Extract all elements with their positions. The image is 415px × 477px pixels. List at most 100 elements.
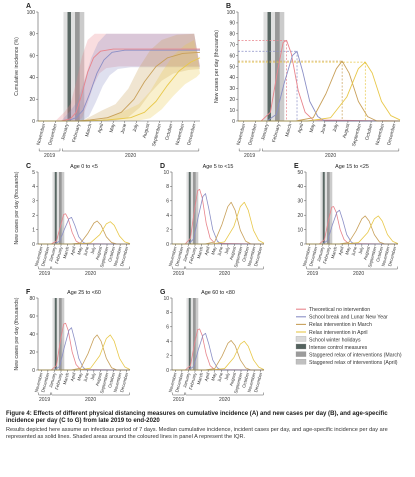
school-holidays-band	[186, 172, 196, 244]
x-tick-label: June	[120, 123, 129, 135]
x-tick-label: December	[174, 245, 184, 266]
y-tick-label: 4	[32, 184, 35, 190]
x-tick-label: July	[223, 371, 230, 381]
panel-title: Age 60 to <80	[201, 290, 235, 296]
x-tick-label: December	[174, 371, 184, 392]
series-line-relax_april	[172, 201, 265, 245]
legend-label: Relax intervention in March	[309, 322, 372, 328]
x-tick-label: August	[95, 371, 104, 386]
y-tick-label: 10	[229, 108, 235, 114]
x-tick-label: May	[76, 245, 83, 255]
year-label: 2020	[219, 271, 230, 277]
intense-control-band	[188, 298, 191, 370]
x-tick-label: May	[309, 122, 317, 133]
panel-letter: C	[26, 163, 31, 170]
x-tick-label: December	[308, 245, 318, 266]
x-tick-label: November	[247, 371, 257, 392]
staggered-march-band	[59, 172, 62, 244]
year-bracket	[306, 266, 319, 270]
x-tick-label: July	[332, 122, 340, 132]
series-line-theoretical	[38, 213, 131, 245]
x-tick-label: December	[247, 123, 259, 146]
series-line-theoretical	[306, 206, 399, 245]
y-tick-label: 60	[229, 53, 235, 59]
intense-control-band	[54, 172, 57, 244]
y-tick-label: 3	[32, 199, 35, 205]
x-tick-label: August	[229, 371, 238, 386]
series-line-relax_march	[38, 220, 130, 245]
year-bracket	[38, 392, 51, 396]
y-tick-label: 100	[227, 10, 236, 16]
legend-swatch	[295, 359, 307, 365]
legend-swatch	[295, 336, 307, 342]
x-tick-label: April	[70, 372, 77, 382]
y-tick-label: 20	[297, 213, 303, 219]
x-tick-label: October	[107, 371, 116, 388]
x-tick-label: April	[204, 372, 211, 382]
x-tick-label: December	[253, 371, 263, 392]
panel-c: 0 1 2 3 4 5 New cases per day (thousands) Novem…	[14, 163, 131, 277]
legend-label: Staggered relax of interventions (March)	[309, 353, 402, 359]
x-tick-label: March	[284, 123, 293, 138]
y-tick-label: 80	[29, 296, 35, 302]
x-tick-label: September	[233, 371, 244, 394]
x-tick-label: April	[338, 246, 345, 256]
year-bracket	[319, 266, 398, 270]
year-label: 2020	[325, 153, 336, 159]
year-bracket	[238, 148, 261, 152]
iqr-band-school_break	[38, 33, 200, 121]
x-tick-label: February	[71, 122, 82, 143]
school-holidays-band	[52, 298, 62, 370]
y-tick-label: 2	[32, 213, 35, 219]
year-label: 2019	[244, 153, 255, 159]
staggered-march-band	[193, 298, 196, 370]
x-tick-label: November	[247, 245, 257, 266]
series-line-school_break	[306, 209, 398, 245]
panel-letter: G	[160, 289, 166, 296]
y-tick-label: 30	[229, 86, 235, 92]
x-tick-label: September	[351, 123, 363, 148]
series-line-school_break	[172, 332, 264, 371]
x-tick-label: December	[253, 245, 263, 266]
y-tick-label: 0	[166, 242, 169, 248]
legend-swatch	[295, 343, 307, 350]
series-line-relax_march	[238, 60, 400, 122]
x-tick-label: June	[320, 123, 329, 135]
y-tick-label: 30	[297, 199, 303, 205]
x-tick-label: March	[196, 371, 204, 385]
legend-label: Intense control measures	[309, 345, 368, 351]
x-tick-label: December	[119, 371, 129, 392]
series-line-relax_april	[306, 215, 399, 245]
legend: Theoretical no intervention School break …	[295, 307, 402, 366]
x-tick-label: February	[188, 371, 198, 390]
series-line-relax_april	[172, 340, 265, 371]
series-line-relax_march	[172, 201, 264, 245]
iqr-band-theoretical	[38, 33, 200, 121]
y-tick-label: 90	[229, 21, 235, 27]
panel-b: 0 10 20 30 40 50 60 70 80 90 100 New cases per day …	[214, 3, 401, 159]
school-holidays-band	[186, 298, 196, 370]
staggered-march-band	[193, 172, 196, 244]
x-tick-label: November	[175, 123, 187, 146]
y-tick-label: 20	[229, 97, 235, 103]
y-tick-label: 5	[32, 170, 35, 176]
x-tick-label: March	[330, 245, 338, 259]
x-tick-label: April	[204, 246, 211, 256]
x-tick-label: November	[34, 371, 44, 392]
iqr-band-relax_april	[38, 39, 200, 122]
panel-f: 0 20 40 60 80 New cases per day (thousands) No…	[14, 289, 131, 403]
y-tick-label: 100	[27, 10, 36, 16]
series-line-theoretical	[38, 322, 131, 371]
x-tick-label: September	[151, 123, 163, 148]
legend-label: School winter holidays	[309, 337, 361, 343]
x-tick-label: December	[386, 123, 398, 146]
x-tick-label: November	[375, 123, 387, 146]
legend-label: Theoretical no intervention	[309, 307, 370, 313]
x-tick-label: February	[322, 245, 332, 264]
intense-control-band	[54, 298, 57, 370]
x-tick-label: February	[271, 122, 282, 143]
year-label: 2020	[353, 271, 364, 277]
y-tick-label: 8	[166, 184, 169, 190]
school-holidays-band	[320, 172, 330, 244]
